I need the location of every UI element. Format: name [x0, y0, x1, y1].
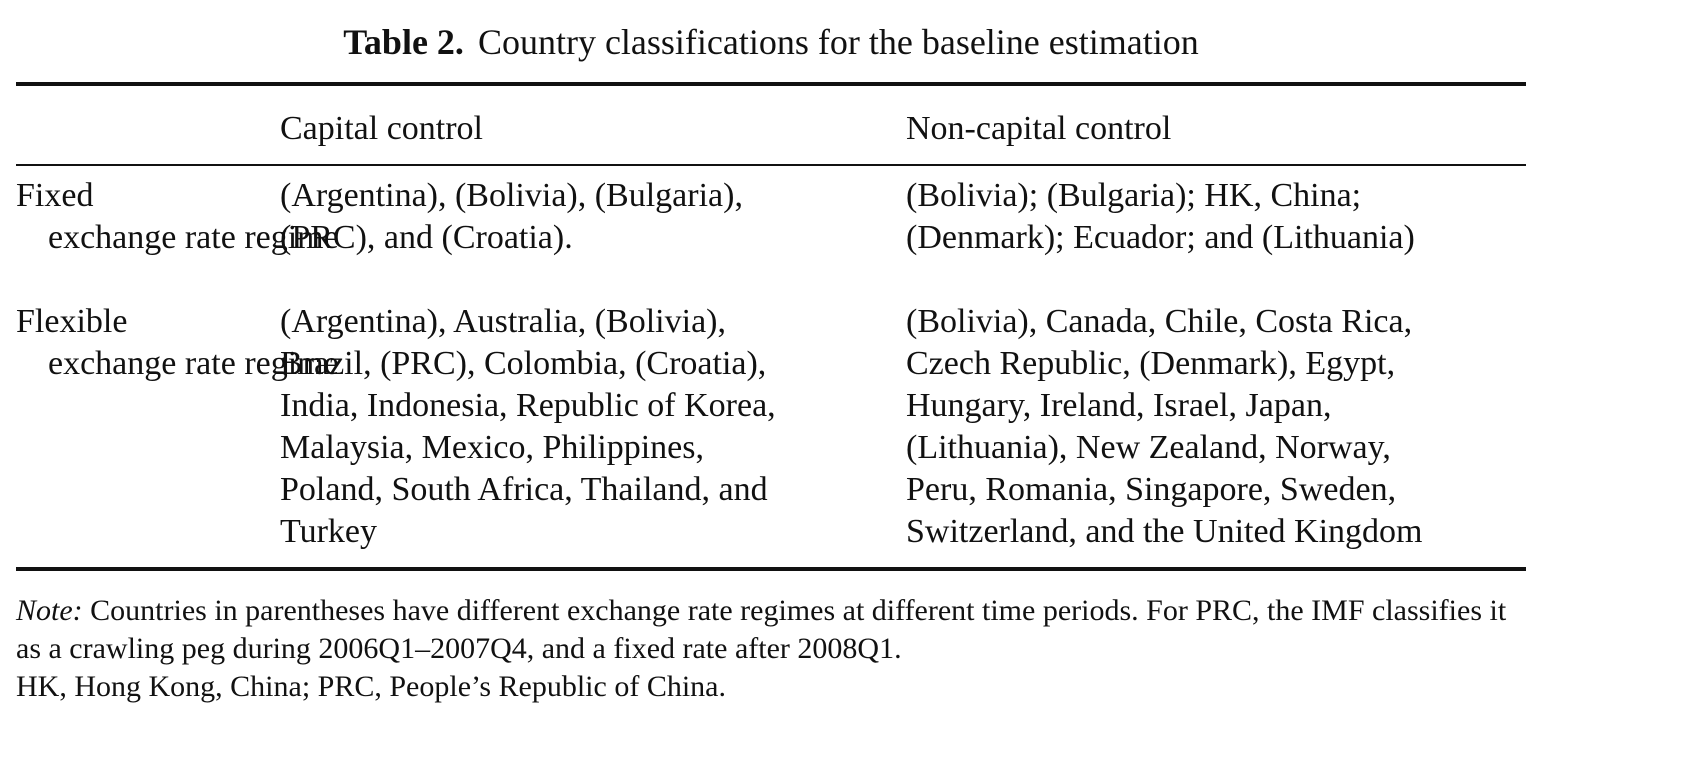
- note-text: Countries in parentheses have different …: [16, 594, 1507, 665]
- note-label: Note:: [16, 594, 83, 627]
- table-cell-fixed-capital-control: (Argentina), (Bolivia), (Bulgaria), (PRC…: [280, 177, 743, 256]
- row-label-rest: exchange rate regime: [48, 219, 339, 256]
- top-rule: [16, 82, 1526, 86]
- column-header-non-capital-control: Non-capital control: [906, 110, 1172, 147]
- header-rule: [16, 164, 1526, 166]
- table-row-label-flexible: Flexible exchange rate regime: [16, 301, 339, 385]
- table-caption-text: Country classifications for the baseline…: [477, 22, 1199, 62]
- row-label-first: Fixed: [16, 177, 94, 214]
- row-label-rest: exchange rate regime: [48, 345, 339, 382]
- table-caption-label: Table 2.: [343, 22, 464, 62]
- table-cell-flexible-non-capital-control: (Bolivia), Canada, Chile, Costa Rica, Cz…: [906, 303, 1423, 550]
- bottom-rule: [16, 567, 1526, 571]
- column-header-capital-control: Capital control: [280, 110, 484, 147]
- table-note: Note: Countries in parentheses have diff…: [16, 592, 1536, 706]
- abbreviations-line: HK, Hong Kong, China; PRC, People’s Repu…: [16, 670, 726, 703]
- table-cell-flexible-capital-control: (Argentina), Australia, (Bolivia), Brazi…: [280, 303, 776, 550]
- table-cell-fixed-non-capital-control: (Bolivia); (Bulgaria); HK, China; (Denma…: [906, 177, 1415, 256]
- table-row-label-fixed: Fixed exchange rate regime: [16, 175, 339, 259]
- row-label-first: Flexible: [16, 303, 128, 340]
- table-caption: Table 2. Country classifications for the …: [16, 20, 1526, 64]
- note-paragraph: Note: Countries in parentheses have diff…: [16, 592, 1536, 668]
